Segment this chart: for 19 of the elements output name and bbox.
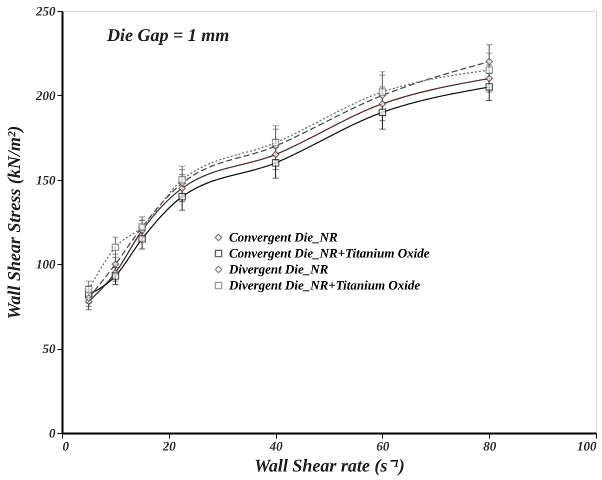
x-tick-label: 0 <box>62 438 70 454</box>
y-tick-label: 0 <box>49 426 56 440</box>
legend-label: Convergent Die_NR <box>229 230 338 244</box>
y-tick-label: 50 <box>42 341 56 356</box>
legend-label: Divergent Die_NR <box>228 262 329 276</box>
y-tick-label: 150 <box>36 172 56 188</box>
x-tick-label: 100 <box>577 438 597 454</box>
y-axis-title: Wall Shear Stress (kN/m²) <box>4 126 24 320</box>
y-tick-label: 250 <box>35 4 56 18</box>
annotation: Die Gap = 1 mm <box>106 25 230 45</box>
x-tick-label: 80 <box>483 438 497 454</box>
x-axis-title: Wall Shear rate (s⁻¹) <box>254 456 405 476</box>
x-tick-label: 20 <box>162 438 176 454</box>
x-tick-label: 60 <box>376 438 390 454</box>
y-tick-label: 100 <box>36 256 56 272</box>
y-tick-label: 200 <box>35 88 56 103</box>
legend-label: Divergent Die_NR+Titanium Oxide <box>228 278 420 292</box>
legend-label: Convergent Die_NR+Titanium Oxide <box>229 246 430 260</box>
x-tick-label: 40 <box>268 438 284 454</box>
